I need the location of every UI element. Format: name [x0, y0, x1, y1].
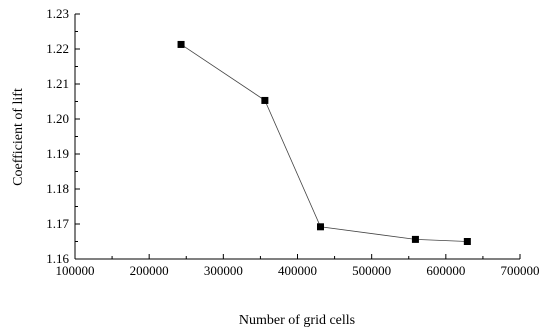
y-tick-label: 1.21 — [46, 76, 69, 91]
plot-area — [177, 40, 471, 245]
x-ticks: 100000 200000 300000 400000 500000 600000 7000… — [56, 254, 540, 278]
x-axis-title: Number of grid cells — [239, 313, 355, 328]
data-point-marker — [316, 223, 324, 231]
y-tick-label: 1.17 — [46, 216, 69, 231]
y-ticks: 1.16 1.17 1.18 1.19 1.20 1.21 1.22 1.23 — [46, 6, 80, 266]
y-axis-title: Coefficient of lift — [11, 88, 26, 186]
y-tick-label: 1.23 — [46, 6, 69, 21]
data-point-marker — [177, 40, 185, 48]
y-tick-label: 1.18 — [46, 181, 69, 196]
data-point-marker — [463, 238, 471, 245]
y-tick-label: 1.19 — [46, 146, 69, 161]
series-line — [180, 44, 468, 242]
x-tick-label: 600000 — [426, 263, 465, 278]
x-tick-label: 400000 — [278, 263, 317, 278]
y-tick-label: 1.16 — [46, 251, 69, 266]
data-point-marker — [261, 96, 269, 104]
x-tick-label: 200000 — [130, 263, 169, 278]
y-tick-label: 1.22 — [46, 41, 69, 56]
x-tick-label: 500000 — [352, 263, 391, 278]
data-point-marker — [411, 235, 419, 243]
axes — [74, 14, 520, 260]
x-tick-label: 100000 — [56, 263, 95, 278]
x-tick-label: 300000 — [204, 263, 243, 278]
x-tick-label: 700000 — [501, 263, 540, 278]
y-tick-label: 1.20 — [46, 111, 69, 126]
